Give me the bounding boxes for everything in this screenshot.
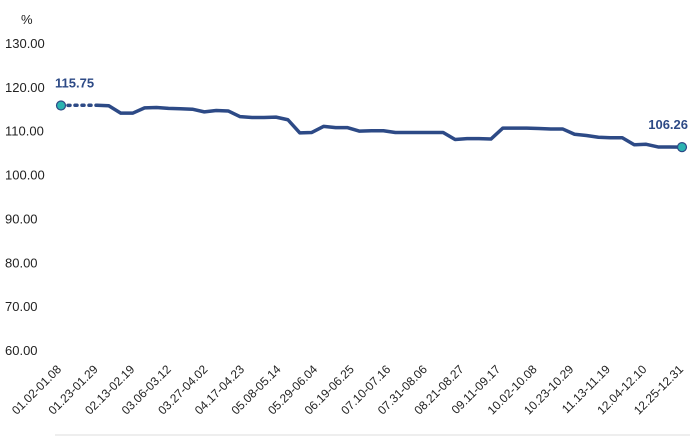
data-label-group: 115.75 106.26 xyxy=(55,75,688,132)
y-tick-label: 120.00 xyxy=(5,80,45,95)
data-label: 106.26 xyxy=(648,117,688,132)
y-tick-label: 80.00 xyxy=(5,255,38,270)
y-tick-label: 110.00 xyxy=(5,124,44,139)
marker-group xyxy=(55,100,688,153)
series-line xyxy=(95,103,684,149)
y-tick-label: 90.00 xyxy=(5,211,38,226)
y-tick-label: 130.00 xyxy=(5,36,45,51)
y-tick-label: 60.00 xyxy=(5,343,38,358)
series-line-group xyxy=(59,103,684,149)
data-point-marker xyxy=(676,142,688,153)
y-axis-unit-label: % xyxy=(21,12,33,27)
data-label: 115.75 xyxy=(55,75,94,90)
y-tick-label: 100.00 xyxy=(5,168,45,183)
y-axis-ticks: 60.00 70.00 80.00 90.00 100.00 110.00 120.00 13… xyxy=(5,36,45,358)
data-point-marker xyxy=(55,100,67,111)
y-tick-label: 70.00 xyxy=(5,299,38,314)
x-axis-ticks: 01.02-01.0801.23-01.2902.13-02.1903.06-0… xyxy=(9,362,686,417)
